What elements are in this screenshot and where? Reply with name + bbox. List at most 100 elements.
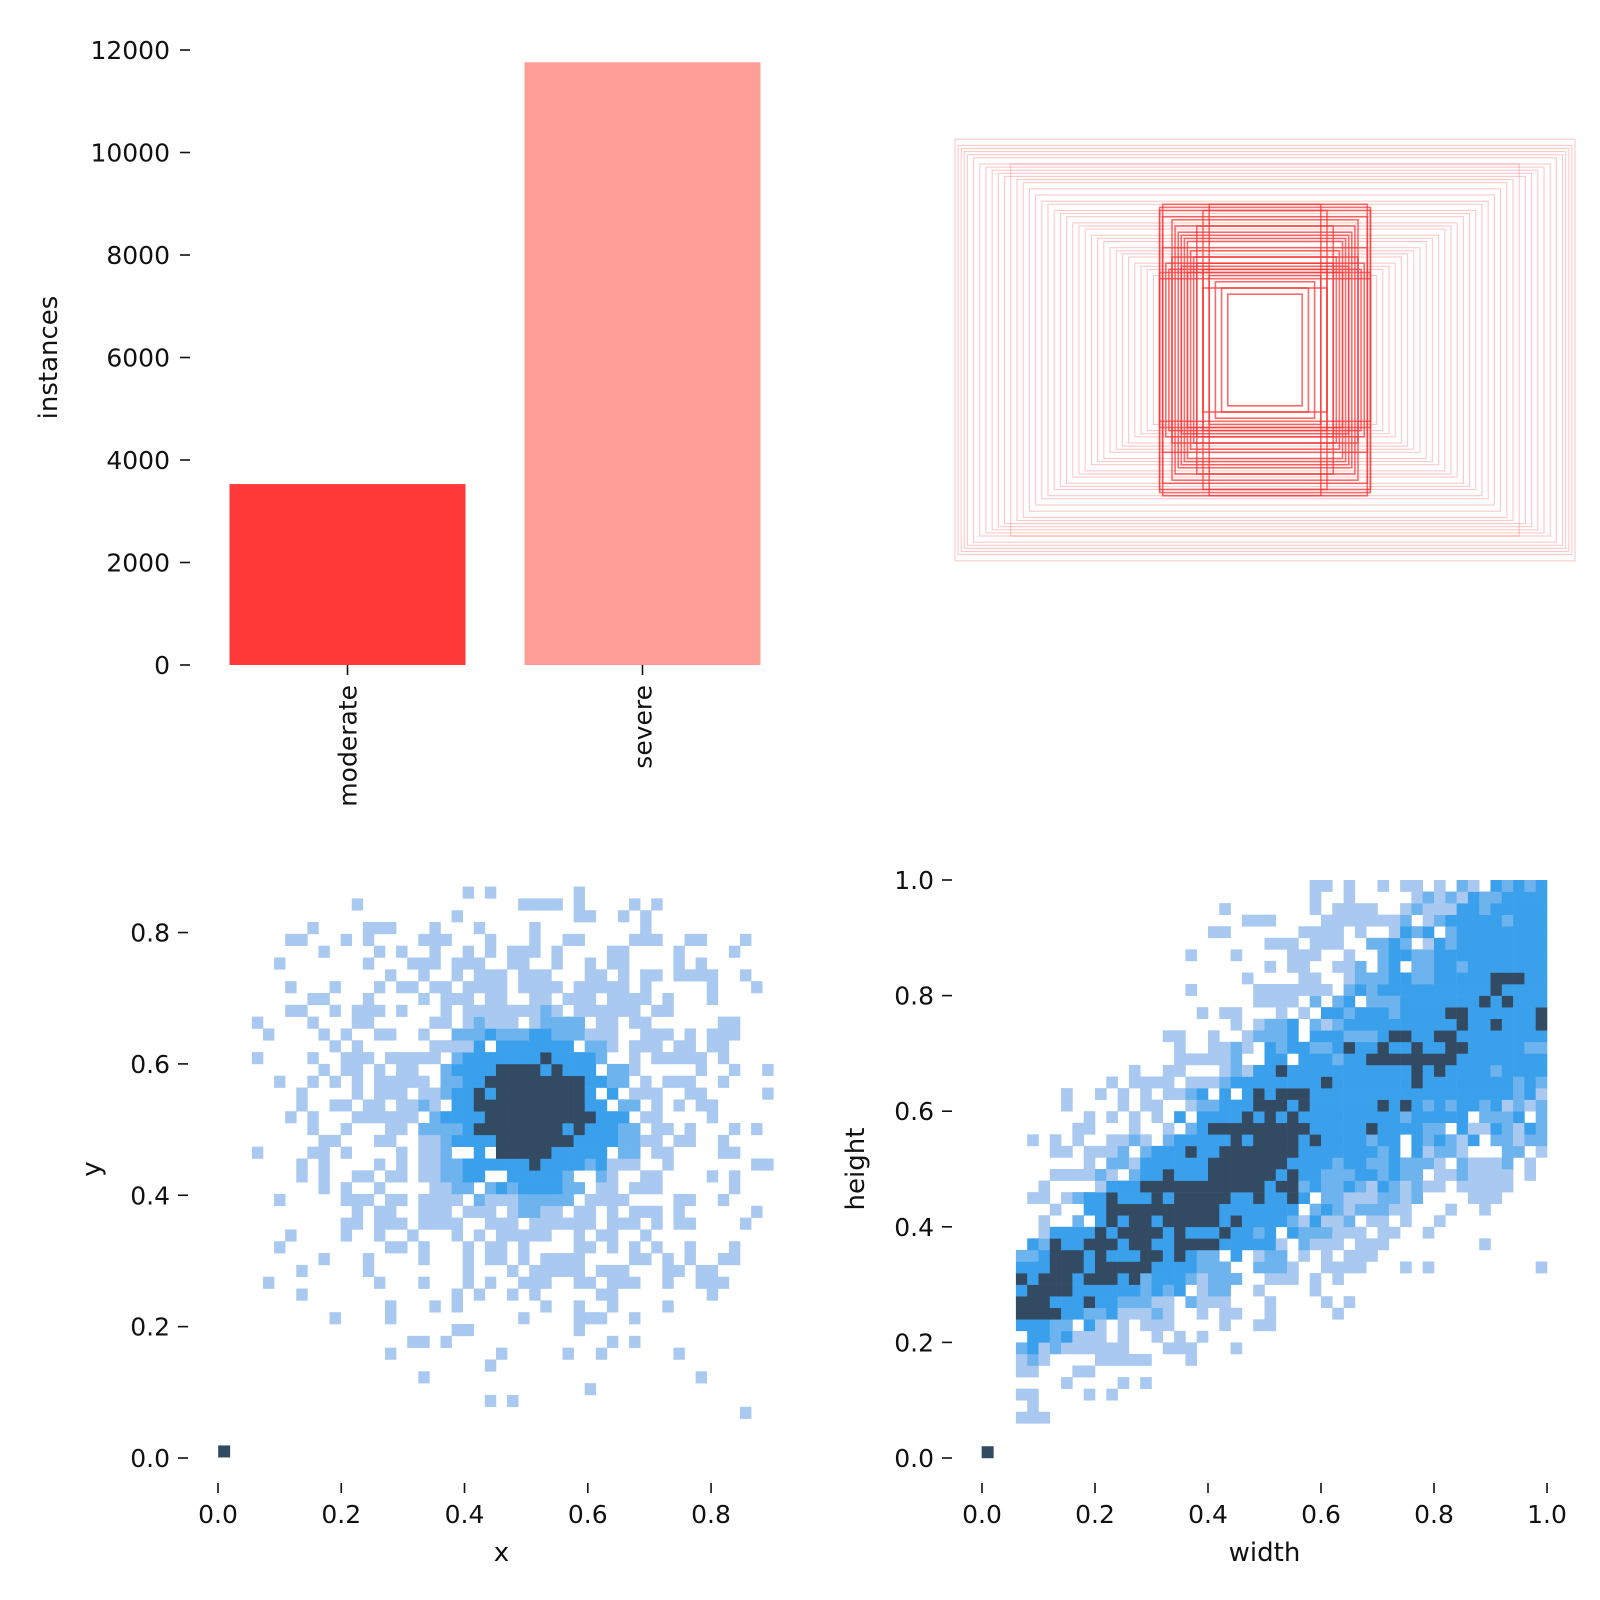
heatmap-cell <box>1275 1238 1288 1251</box>
heatmap-cell <box>1354 1122 1367 1135</box>
heatmap-cell <box>529 1063 541 1077</box>
heatmap-cell <box>1332 903 1344 915</box>
heatmap-cell <box>1343 1261 1356 1274</box>
heatmap-cell <box>1275 1007 1288 1020</box>
heatmap-cell <box>1253 1169 1265 1181</box>
heatmap-cell <box>584 1217 597 1230</box>
heatmap-cell <box>1185 1053 1197 1066</box>
heatmap-cell <box>1275 1099 1288 1112</box>
heatmap-cell <box>362 1170 375 1183</box>
heatmap-cell <box>1106 1273 1118 1285</box>
heatmap-cell <box>1479 1076 1491 1089</box>
heatmap-cell <box>429 981 441 994</box>
heatmap-cell <box>1083 1145 1096 1158</box>
y-tick-label: 4000 <box>106 446 170 475</box>
heatmap-cell <box>751 1123 763 1136</box>
heatmap-cell <box>629 1253 641 1266</box>
heatmap-cell <box>473 1016 486 1029</box>
heatmap-cell <box>673 945 685 958</box>
heatmap-cell <box>1332 995 1344 1008</box>
heatmap-cell <box>484 1276 497 1289</box>
heatmap-cell <box>1388 1134 1401 1147</box>
heatmap-cell <box>1095 1238 1107 1251</box>
heatmap-cell <box>1151 1296 1164 1309</box>
heatmap-cell <box>1287 1018 1299 1031</box>
heatmap-cell <box>540 981 552 994</box>
heatmap-cell <box>640 1134 652 1147</box>
heatmap-cell <box>1400 1169 1412 1181</box>
heatmap-cell <box>1106 1134 1118 1147</box>
heatmap-cell <box>1513 1018 1525 1031</box>
heatmap-cell <box>318 945 330 958</box>
heatmap-cell <box>1230 1145 1243 1158</box>
heatmap-cell <box>1162 1273 1175 1285</box>
heatmap-cell <box>1411 949 1423 962</box>
heatmap-cell <box>1275 1157 1288 1170</box>
heatmap-cell <box>1151 1249 1164 1262</box>
heatmap-cell <box>695 1063 708 1077</box>
heatmap-cell <box>1456 1064 1469 1077</box>
heatmap-cell <box>507 1028 519 1041</box>
heatmap-cell <box>584 969 597 982</box>
heatmap-cell <box>351 1040 364 1053</box>
heatmap-cell <box>1208 1215 1220 1228</box>
heatmap-cell <box>1411 1134 1423 1147</box>
heatmap-cell <box>473 1075 486 1088</box>
heatmap-cell <box>1309 1226 1322 1239</box>
heatmap-cell <box>429 1170 441 1183</box>
heatmap-cell <box>396 1123 408 1136</box>
heatmap-cell <box>762 1063 774 1077</box>
heatmap-cell <box>1332 937 1344 950</box>
heatmap-cell <box>451 1134 463 1147</box>
heatmap-cell <box>1411 1041 1423 1054</box>
heatmap-cell <box>562 1016 574 1029</box>
heatmap-cell <box>1140 1076 1152 1089</box>
heatmap-cell <box>1422 995 1435 1008</box>
heatmap-cell <box>1253 1122 1265 1135</box>
heatmap-cell <box>1151 1238 1164 1251</box>
heatmap-cell <box>1332 1180 1344 1193</box>
heatmap-cell <box>1332 960 1344 973</box>
heatmap-cell <box>1015 1249 1028 1262</box>
heatmap-cell <box>1083 1365 1096 1378</box>
heatmap-cell <box>429 1217 441 1230</box>
heatmap-cell <box>1117 1249 1130 1262</box>
heatmap-cell <box>1095 1192 1107 1204</box>
heatmap-cell <box>1083 1330 1096 1343</box>
heatmap-cell <box>451 1063 463 1077</box>
heatmap-cell <box>1343 1180 1356 1193</box>
heatmap-cell <box>1151 1169 1164 1181</box>
heatmap-cell <box>1061 1088 1073 1100</box>
heatmap-cell <box>1140 1226 1152 1239</box>
heatmap-cell <box>1298 972 1310 985</box>
heatmap-cell <box>562 1158 574 1171</box>
heatmap-cell <box>1467 1041 1480 1054</box>
heatmap-cell <box>540 1052 552 1065</box>
heatmap-cell <box>495 1146 508 1159</box>
heatmap-cell <box>507 1205 519 1218</box>
heatmap-cell <box>1015 1342 1028 1355</box>
bounding-box <box>1196 225 1335 475</box>
heatmap-cell <box>1128 1353 1141 1366</box>
heatmap-cell <box>462 1016 475 1029</box>
heatmap-cell <box>1162 1180 1175 1193</box>
heatmap-cell <box>1253 1284 1265 1297</box>
heatmap-cell <box>1230 1226 1243 1239</box>
heatmap-cell <box>1490 984 1503 996</box>
heatmap-cell <box>1072 1169 1084 1181</box>
heatmap-cell <box>629 1052 641 1065</box>
heatmap-cell <box>529 1170 541 1183</box>
heatmap-cell <box>573 981 586 994</box>
heatmap-cell <box>1072 1215 1084 1228</box>
heatmap-cell <box>1095 1353 1107 1366</box>
heatmap-cell <box>1264 1203 1277 1216</box>
heatmap-cell <box>1467 1018 1480 1031</box>
heatmap-cell <box>1501 914 1514 927</box>
heatmap-cell <box>1287 1261 1299 1274</box>
heatmap-cell <box>495 1087 508 1100</box>
heatmap-cell <box>651 1123 663 1136</box>
heatmap-cell <box>1162 1307 1175 1320</box>
heatmap-cell <box>551 1205 563 1218</box>
heatmap-cell <box>274 1075 286 1088</box>
bounding-box <box>979 163 1551 537</box>
